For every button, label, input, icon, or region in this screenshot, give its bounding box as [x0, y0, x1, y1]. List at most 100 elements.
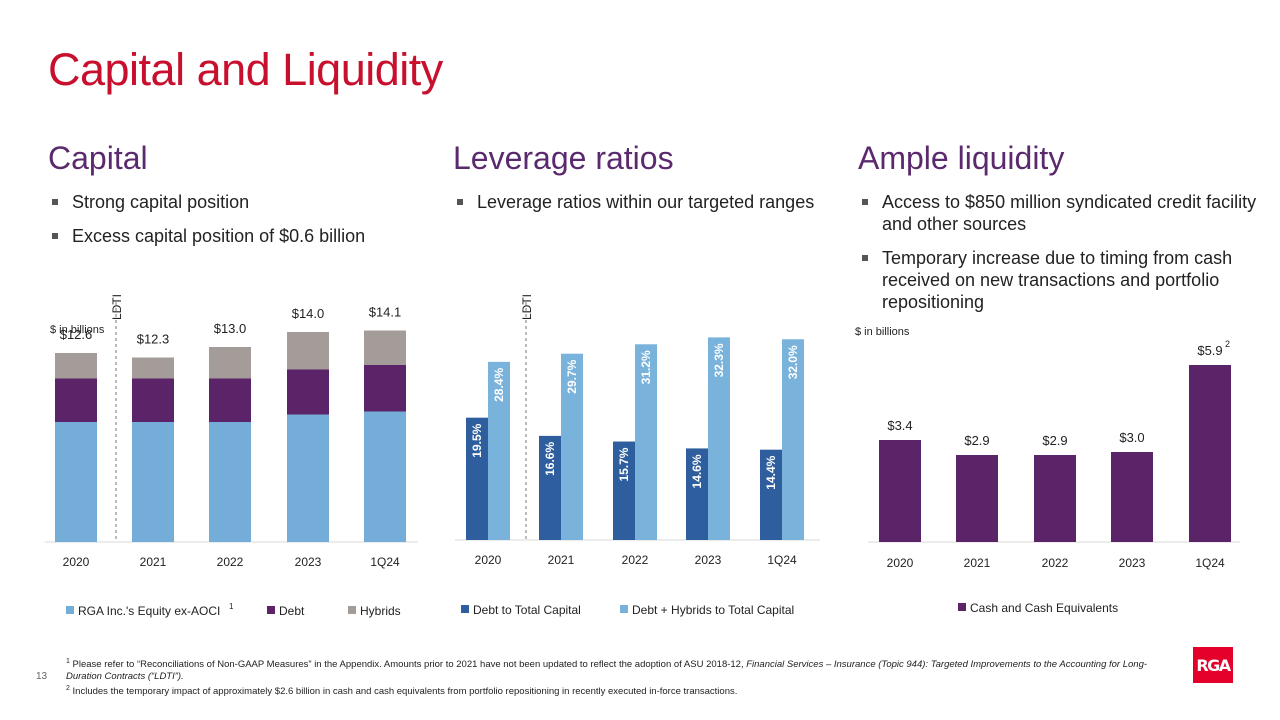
legend-swatch — [958, 603, 966, 611]
bar-rga — [55, 422, 97, 542]
bar-debt-ratio — [466, 417, 488, 540]
ldti-label: LDTI — [520, 294, 534, 320]
tick-label: 2022 — [217, 555, 244, 569]
liquidity-bullets: Access to $850 million syndicated credit… — [858, 191, 1268, 313]
tick-label: 2021 — [548, 553, 575, 567]
bar-debt — [364, 365, 406, 412]
data-label: 15.7% — [617, 447, 631, 481]
tick-label: 2023 — [295, 555, 322, 569]
bar-cash — [1034, 455, 1076, 542]
legend-swatch — [66, 606, 74, 614]
legend-label: Debt — [279, 604, 305, 618]
tick-label: 1Q24 — [370, 555, 400, 569]
bullet: Strong capital position — [48, 191, 468, 213]
total-label: $14.1 — [369, 305, 402, 320]
bar-cash — [1189, 365, 1231, 542]
bar-debt-ratio — [613, 441, 635, 540]
capital-chart: LDTI $ in billions$12.6 2020 $12.3 2021 $13.0… — [45, 294, 418, 618]
page-title: Capital and Liquidity — [48, 44, 443, 95]
data-label: 16.6% — [543, 442, 557, 476]
total-label: $12.6 — [60, 327, 93, 342]
legend-label: Hybrids — [360, 604, 401, 618]
bar-hybrids — [364, 330, 406, 365]
legend-superscript: 1 — [229, 602, 234, 611]
footnotes: 1 Please refer to “Reconciliations of No… — [66, 656, 1156, 698]
total-label: $13.0 — [214, 321, 247, 336]
liquidity-chart: $ in billions $3.4 2020 $2.9 2021 $2.9 2022 $3.… — [855, 326, 1240, 615]
data-label: $2.9 — [1042, 433, 1067, 448]
tick-label: 2023 — [1119, 556, 1146, 570]
bar-hybrids — [55, 353, 97, 379]
bar-rga — [132, 422, 174, 542]
tick-label: 2021 — [140, 555, 167, 569]
leverage-chart: LDTI 19.5% 28.4% 2020 16.6% 29.7% 2021 15.7% 31.… — [455, 294, 820, 617]
bar-rga — [209, 422, 251, 542]
bar-debt-ratio — [686, 448, 708, 540]
legend-label: Cash and Cash Equivalents — [970, 601, 1118, 615]
data-label: 32.0% — [786, 345, 800, 379]
data-label: $5.9 — [1197, 343, 1222, 358]
legend-label: Debt to Total Capital — [473, 603, 581, 617]
leverage-section: Leverage ratios Leverage ratios within o… — [453, 140, 823, 225]
bar-hybrid-ratio — [782, 339, 804, 540]
total-label: $12.3 — [137, 332, 170, 347]
tick-label: 2020 — [63, 555, 90, 569]
bar-cash — [1111, 452, 1153, 542]
data-label: 29.7% — [565, 359, 579, 393]
bar-cash — [956, 455, 998, 542]
liquidity-section: Ample liquidity Access to $850 million s… — [858, 140, 1268, 325]
unit-label: $ in billions — [855, 326, 910, 338]
bar-rga — [364, 411, 406, 542]
capital-heading: Capital — [48, 140, 148, 176]
data-label: 28.4% — [492, 368, 506, 402]
footnote-marker: 2 — [66, 685, 70, 693]
ldti-label: LDTI — [110, 294, 124, 320]
data-label: $3.4 — [887, 418, 912, 433]
footnote-text: Includes the temporary impact of approxi… — [72, 686, 738, 698]
bar-hybrids — [287, 332, 329, 370]
rga-logo: RGA — [1193, 647, 1233, 683]
bar-hybrid-ratio — [708, 337, 730, 540]
bullet: Temporary increase due to timing from ca… — [858, 247, 1268, 313]
bar-hybrids — [209, 347, 251, 379]
data-label: 32.3% — [712, 343, 726, 377]
bar-hybrid-ratio — [561, 353, 583, 540]
leverage-heading: Leverage ratios — [453, 140, 674, 176]
tick-label: 2020 — [475, 553, 502, 567]
data-label: 14.4% — [764, 455, 778, 489]
bar-hybrid-ratio — [635, 344, 657, 540]
bullet: Access to $850 million syndicated credit… — [858, 191, 1268, 235]
unit-label: $ in billions — [50, 324, 105, 336]
total-label: $14.0 — [292, 306, 325, 321]
footnote-1: 1 Please refer to “Reconciliations of No… — [66, 656, 1156, 683]
tick-label: 2022 — [622, 553, 649, 567]
bar-debt-ratio — [760, 449, 782, 540]
bullet: Excess capital position of $0.6 billion — [48, 225, 468, 247]
capital-section: Capital Strong capital position Excess c… — [48, 140, 468, 259]
legend-swatch — [620, 605, 628, 613]
data-label: 14.6% — [690, 454, 704, 488]
leverage-bullets: Leverage ratios within our targeted rang… — [453, 191, 823, 213]
tick-label: 2020 — [887, 556, 914, 570]
bar-debt — [55, 378, 97, 422]
bar-hybrids — [132, 357, 174, 379]
page-number: 13 — [36, 671, 48, 682]
legend-swatch — [348, 606, 356, 614]
data-label-superscript: 2 — [1225, 339, 1230, 349]
data-label: 19.5% — [470, 423, 484, 457]
tick-label: 2023 — [695, 553, 722, 567]
tick-label: 1Q24 — [1195, 556, 1225, 570]
bar-rga — [287, 414, 329, 542]
bar-hybrid-ratio — [488, 361, 510, 540]
bar-debt — [287, 369, 329, 415]
tick-label: 2022 — [1042, 556, 1069, 570]
tick-label: 1Q24 — [767, 553, 797, 567]
data-label: $3.0 — [1119, 430, 1144, 445]
tick-label: 2021 — [964, 556, 991, 570]
legend-label: Debt + Hybrids to Total Capital — [632, 603, 794, 617]
bar-debt-ratio — [539, 435, 561, 540]
bar-debt — [209, 378, 251, 422]
liquidity-heading: Ample liquidity — [858, 140, 1065, 176]
legend-label: RGA Inc.'s Equity ex-AOCI — [78, 604, 220, 618]
footnote-text: Please refer to “Reconciliations of Non-… — [72, 659, 747, 671]
